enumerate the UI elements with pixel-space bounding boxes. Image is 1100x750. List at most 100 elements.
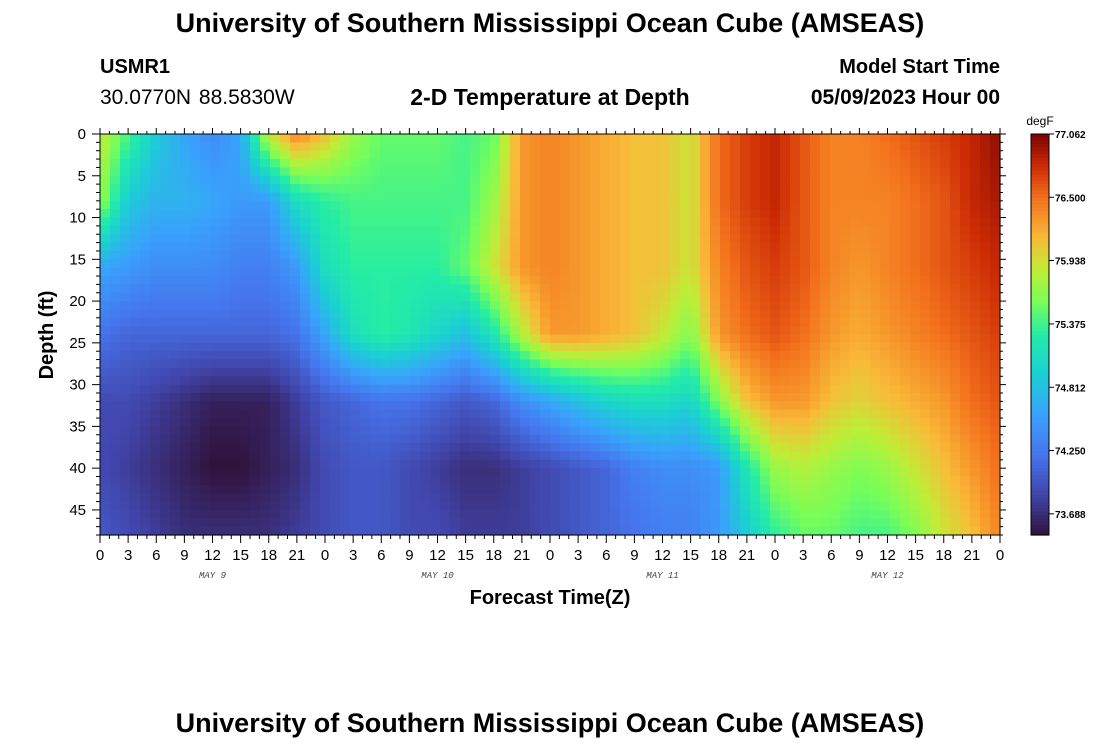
heatmap-cell <box>280 242 291 252</box>
heatmap-cell <box>770 134 781 143</box>
heatmap-cell <box>170 518 181 528</box>
heatmap-cell <box>990 342 1001 352</box>
heatmap-cell <box>760 242 771 252</box>
heatmap-cell <box>690 175 701 185</box>
heatmap-cell <box>970 493 981 503</box>
heatmap-cell <box>120 259 131 269</box>
heatmap-cell <box>340 351 351 361</box>
heatmap-cell <box>720 409 731 419</box>
heatmap-cell <box>150 501 161 511</box>
heatmap-cell <box>770 167 781 177</box>
heatmap-cell <box>780 184 791 194</box>
heatmap-cell <box>690 351 701 361</box>
heatmap-cell <box>370 301 381 311</box>
colorbar-segment <box>1031 531 1049 536</box>
heatmap-cell <box>610 434 621 444</box>
heatmap-cell <box>900 142 911 152</box>
heatmap-cell <box>180 175 191 185</box>
heatmap-cell <box>710 292 721 302</box>
heatmap-cell <box>870 192 881 202</box>
heatmap-cell <box>170 468 181 478</box>
heatmap-cell <box>190 159 201 169</box>
heatmap-cell <box>390 367 401 377</box>
heatmap-cell <box>210 225 221 235</box>
heatmap-cell <box>660 334 671 344</box>
heatmap-cell <box>860 384 871 394</box>
heatmap-cell <box>150 209 161 219</box>
heatmap-cell <box>190 367 201 377</box>
heatmap-cell <box>990 459 1001 469</box>
heatmap-cell <box>760 234 771 244</box>
heatmap-cell <box>640 426 651 436</box>
heatmap-cell <box>550 501 561 511</box>
heatmap-cell <box>600 175 611 185</box>
heatmap-cell <box>780 384 791 394</box>
heatmap-cell <box>560 351 571 361</box>
heatmap-cell <box>400 250 411 260</box>
heatmap-cell <box>160 351 171 361</box>
heatmap-cell <box>240 134 251 143</box>
heatmap-cell <box>890 200 901 210</box>
heatmap-cell <box>650 192 661 202</box>
heatmap-cell <box>320 301 331 311</box>
heatmap-cell <box>100 292 111 302</box>
heatmap-cell <box>170 134 181 143</box>
heatmap-cell <box>340 334 351 344</box>
heatmap-cell <box>700 376 711 386</box>
heatmap-cell <box>400 184 411 194</box>
heatmap-cell <box>270 184 281 194</box>
heatmap-cell <box>690 501 701 511</box>
heatmap-cell <box>220 309 231 319</box>
heatmap-cell <box>230 142 241 152</box>
heatmap-cell <box>790 501 801 511</box>
heatmap-cell <box>720 284 731 294</box>
heatmap-cell <box>920 276 931 285</box>
heatmap-cell <box>580 200 591 210</box>
heatmap-cell <box>310 317 321 327</box>
heatmap-cell <box>770 326 781 336</box>
heatmap-cell <box>430 384 441 394</box>
heatmap-cell <box>640 209 651 219</box>
heatmap-cell <box>470 509 481 519</box>
heatmap-cell <box>320 434 331 444</box>
heatmap-cell <box>420 301 431 311</box>
heatmap-cell <box>780 276 791 285</box>
heatmap-cell <box>730 209 741 219</box>
heatmap-cell <box>890 225 901 235</box>
heatmap-cell <box>800 326 811 336</box>
heatmap-cell <box>720 259 731 269</box>
heatmap-cell <box>200 351 211 361</box>
heatmap-cell <box>800 276 811 285</box>
heatmap-cell <box>850 476 861 486</box>
heatmap-cell <box>150 342 161 352</box>
heatmap-cell <box>900 217 911 227</box>
colorbar-tick-label: 73.688 <box>1055 510 1086 521</box>
heatmap-cell <box>810 200 821 210</box>
heatmap-cell <box>150 317 161 327</box>
heatmap-cell <box>700 309 711 319</box>
heatmap-cell <box>250 459 261 469</box>
heatmap-cell <box>700 434 711 444</box>
heatmap-cell <box>990 309 1001 319</box>
heatmap-cell <box>900 493 911 503</box>
heatmap-cell <box>900 367 911 377</box>
heatmap-cell <box>900 401 911 411</box>
heatmap-cell <box>410 250 421 260</box>
heatmap-cell <box>560 234 571 244</box>
heatmap-cell <box>290 359 301 369</box>
heatmap-cell <box>320 309 331 319</box>
heatmap-cell <box>360 134 371 143</box>
heatmap-cell <box>420 518 431 528</box>
heatmap-cell <box>310 217 321 227</box>
heatmap-cell <box>220 242 231 252</box>
colorbar-segment <box>1031 484 1049 489</box>
heatmap-cell <box>380 200 391 210</box>
heatmap-cell <box>680 351 691 361</box>
heatmap-cell <box>950 284 961 294</box>
heatmap-cell <box>530 451 541 461</box>
heatmap-cell <box>250 426 261 436</box>
heatmap-cell <box>560 267 571 277</box>
heatmap-cell <box>490 501 501 511</box>
heatmap-cell <box>560 476 571 486</box>
heatmap-cell <box>420 217 431 227</box>
